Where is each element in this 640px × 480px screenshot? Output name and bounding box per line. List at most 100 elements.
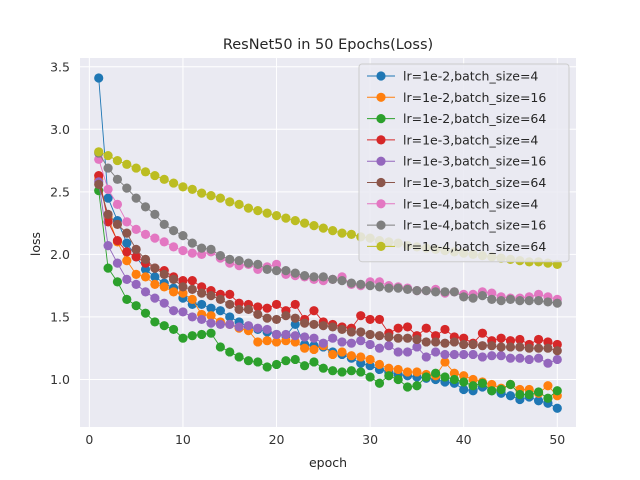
data-point	[112, 258, 123, 268]
data-point	[402, 367, 413, 377]
legend-label: lr=1e-2,batch_size=4	[403, 69, 538, 84]
data-point	[197, 188, 207, 198]
legend-label: lr=1e-4,batch_size=16	[403, 218, 546, 233]
legend-marker	[376, 92, 386, 102]
data-point	[122, 183, 132, 193]
series-layer	[94, 73, 562, 413]
data-point	[337, 324, 347, 335]
legend-marker	[376, 220, 386, 230]
data-point	[487, 386, 497, 396]
data-point	[515, 353, 525, 363]
data-point	[309, 306, 319, 316]
data-point	[112, 277, 123, 287]
data-point	[328, 366, 338, 376]
data-point	[206, 244, 216, 254]
data-point	[225, 289, 235, 300]
data-point	[262, 264, 272, 274]
data-point	[533, 353, 544, 363]
data-point	[496, 342, 506, 352]
data-point	[112, 155, 123, 166]
x-tick-label: 0	[85, 432, 93, 447]
data-point	[131, 193, 141, 203]
data-point	[468, 349, 478, 360]
data-point	[290, 268, 300, 278]
data-point	[206, 303, 216, 313]
data-point	[206, 291, 216, 301]
data-point	[356, 336, 366, 346]
data-point	[421, 286, 431, 296]
data-point	[384, 363, 394, 373]
data-point	[468, 381, 478, 391]
series-3	[94, 185, 562, 403]
data-point	[234, 304, 244, 315]
y-tick-label: 1.0	[50, 372, 70, 387]
data-point	[440, 324, 450, 335]
data-point	[103, 263, 113, 273]
data-point	[328, 322, 338, 332]
data-point	[290, 299, 300, 310]
data-point	[318, 223, 328, 233]
data-point	[131, 224, 141, 234]
data-point	[131, 301, 141, 311]
data-point	[112, 199, 123, 209]
data-point	[533, 343, 544, 353]
data-point	[374, 314, 385, 325]
data-point	[337, 276, 347, 286]
x-tick-label: 50	[549, 432, 565, 447]
data-point	[552, 403, 562, 413]
x-tick-label: 10	[175, 432, 191, 447]
data-point	[328, 226, 338, 236]
legend-label: lr=1e-3,batch_size=64	[403, 175, 546, 190]
data-point	[384, 283, 394, 293]
data-point	[374, 282, 385, 292]
data-point	[440, 372, 450, 382]
data-point	[271, 329, 282, 340]
data-point	[271, 314, 282, 325]
data-point	[103, 209, 113, 219]
legend: lr=1e-2,batch_size=4 lr=1e-2,batch_size=1…	[358, 63, 570, 263]
data-point	[206, 190, 216, 201]
data-point	[524, 389, 534, 400]
x-axis-label: epoch	[309, 455, 347, 470]
data-point	[112, 236, 123, 246]
data-point	[187, 276, 197, 286]
data-point	[328, 333, 338, 343]
data-point	[225, 197, 235, 207]
data-point	[459, 339, 469, 350]
data-point	[243, 321, 254, 331]
data-point	[197, 329, 207, 340]
data-point	[215, 306, 225, 316]
data-point	[290, 216, 300, 226]
data-point	[356, 327, 366, 337]
data-point	[178, 182, 188, 192]
data-point	[112, 174, 123, 184]
data-point	[346, 327, 356, 337]
data-point	[178, 231, 188, 241]
data-point	[524, 296, 534, 306]
data-point	[431, 368, 441, 378]
data-point	[290, 331, 300, 341]
data-point	[384, 341, 394, 351]
data-point	[374, 359, 385, 370]
data-point	[140, 308, 151, 318]
data-point	[431, 287, 441, 297]
data-point	[168, 306, 179, 316]
legend-marker	[376, 71, 386, 81]
y-tick-label: 3.5	[50, 59, 70, 74]
data-point	[524, 343, 534, 353]
data-point	[309, 333, 319, 343]
data-point	[421, 352, 431, 362]
data-point	[150, 272, 160, 282]
data-point	[281, 329, 291, 340]
data-point	[487, 351, 497, 361]
data-point	[505, 353, 516, 363]
data-point	[187, 184, 197, 194]
data-point	[496, 384, 506, 395]
data-point	[122, 159, 132, 169]
data-point	[337, 337, 347, 347]
data-point	[300, 271, 310, 281]
data-point	[243, 203, 254, 213]
legend-marker	[376, 114, 386, 124]
data-point	[290, 354, 300, 365]
